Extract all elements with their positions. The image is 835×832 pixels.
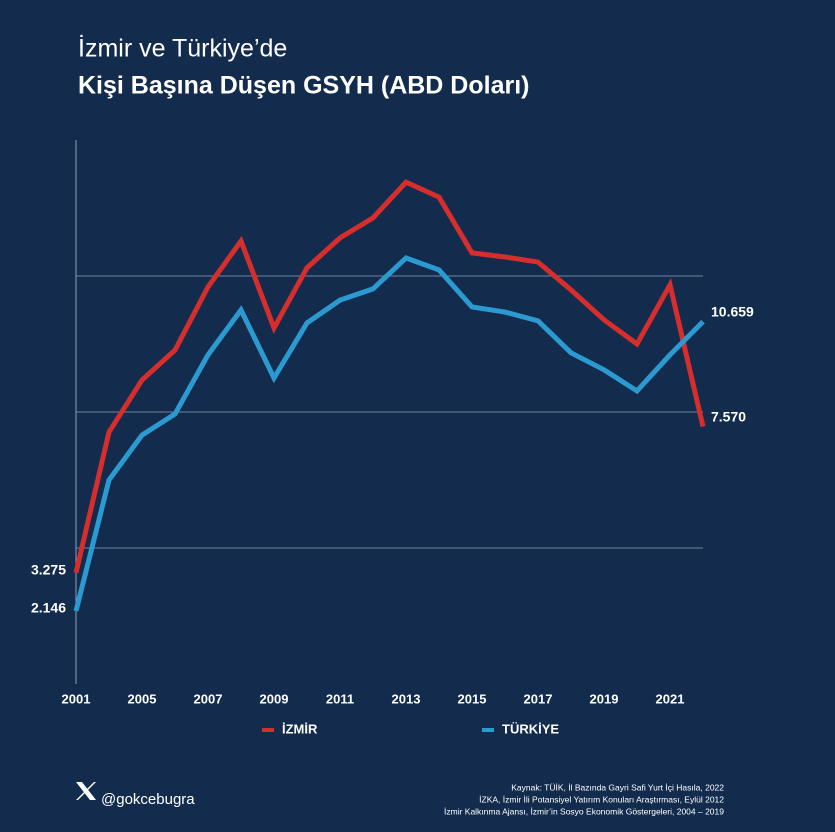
x-tick-label: 2007 bbox=[194, 691, 223, 706]
x-tick-label: 2011 bbox=[326, 691, 354, 706]
x-tick-label: 2019 bbox=[590, 691, 619, 706]
x-tick-label: 2001 bbox=[62, 691, 91, 706]
value-label: 10.659 bbox=[711, 303, 754, 319]
x-logo bbox=[76, 782, 96, 800]
value-label: 2.146 bbox=[31, 600, 66, 616]
value-label: 3.275 bbox=[31, 561, 66, 577]
x-tick-label: 2009 bbox=[260, 691, 289, 706]
x-tick-label: 2013 bbox=[392, 691, 421, 706]
source-line: İzmir Kalkınma Ajansı, İzmir’in Sosyo Ek… bbox=[444, 806, 724, 816]
series-line bbox=[73, 179, 706, 574]
legend-label: TÜRKİYE bbox=[502, 721, 559, 736]
chart-subtitle: Kişi Başına Düşen GSYH (ABD Doları) bbox=[78, 72, 529, 100]
chart-title: İzmir ve Türkiye’de bbox=[78, 34, 287, 63]
legend-label: İZMİR bbox=[282, 721, 318, 736]
x-tick-label: 2021 bbox=[656, 691, 685, 706]
x-tick-label: 2017 bbox=[524, 691, 553, 706]
x-tick-label: 2005 bbox=[128, 691, 157, 706]
source-line: Kaynak: TÜİK, İl Bazında Gayri Safi Yurt… bbox=[511, 782, 724, 792]
x-tick-label: 2015 bbox=[458, 691, 487, 706]
series-line bbox=[73, 255, 705, 612]
value-label: 7.570 bbox=[711, 408, 746, 424]
source-line: İZKA, İzmir İli Potansiyel Yatırım Konul… bbox=[479, 794, 724, 804]
handle: @gokcebugra bbox=[101, 791, 195, 808]
